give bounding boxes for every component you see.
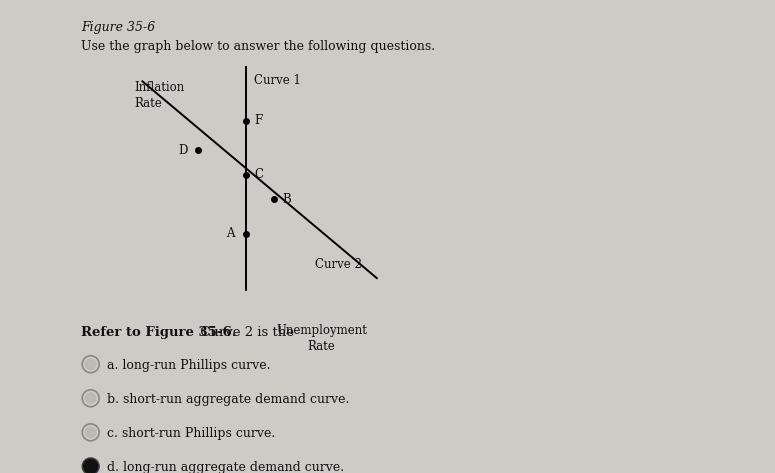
Text: b. short-run aggregate demand curve.: b. short-run aggregate demand curve. <box>107 393 350 406</box>
Text: Curve 2 is the: Curve 2 is the <box>196 326 294 339</box>
Text: Curve 1: Curve 1 <box>254 74 301 87</box>
Circle shape <box>84 358 97 370</box>
Text: Unemployment
Rate: Unemployment Rate <box>276 324 367 353</box>
Text: C: C <box>254 168 263 181</box>
Text: B: B <box>282 193 291 206</box>
Text: Curve 2: Curve 2 <box>315 258 362 272</box>
Text: Figure 35-6: Figure 35-6 <box>81 21 156 34</box>
Text: A: A <box>226 228 235 240</box>
Circle shape <box>82 390 99 407</box>
Text: d. long-run aggregate demand curve.: d. long-run aggregate demand curve. <box>107 461 344 473</box>
Circle shape <box>84 392 97 404</box>
Text: Refer to Figure 35-6.: Refer to Figure 35-6. <box>81 326 237 339</box>
Text: Use the graph below to answer the following questions.: Use the graph below to answer the follow… <box>81 40 436 53</box>
Text: a. long-run Phillips curve.: a. long-run Phillips curve. <box>107 359 270 372</box>
Text: F: F <box>254 114 262 127</box>
Text: D: D <box>179 144 188 157</box>
Circle shape <box>82 424 99 441</box>
Text: c. short-run Phillips curve.: c. short-run Phillips curve. <box>107 427 275 440</box>
Circle shape <box>82 356 99 373</box>
Circle shape <box>84 426 97 438</box>
Circle shape <box>82 458 99 473</box>
Text: Inflation
Rate: Inflation Rate <box>134 81 184 110</box>
